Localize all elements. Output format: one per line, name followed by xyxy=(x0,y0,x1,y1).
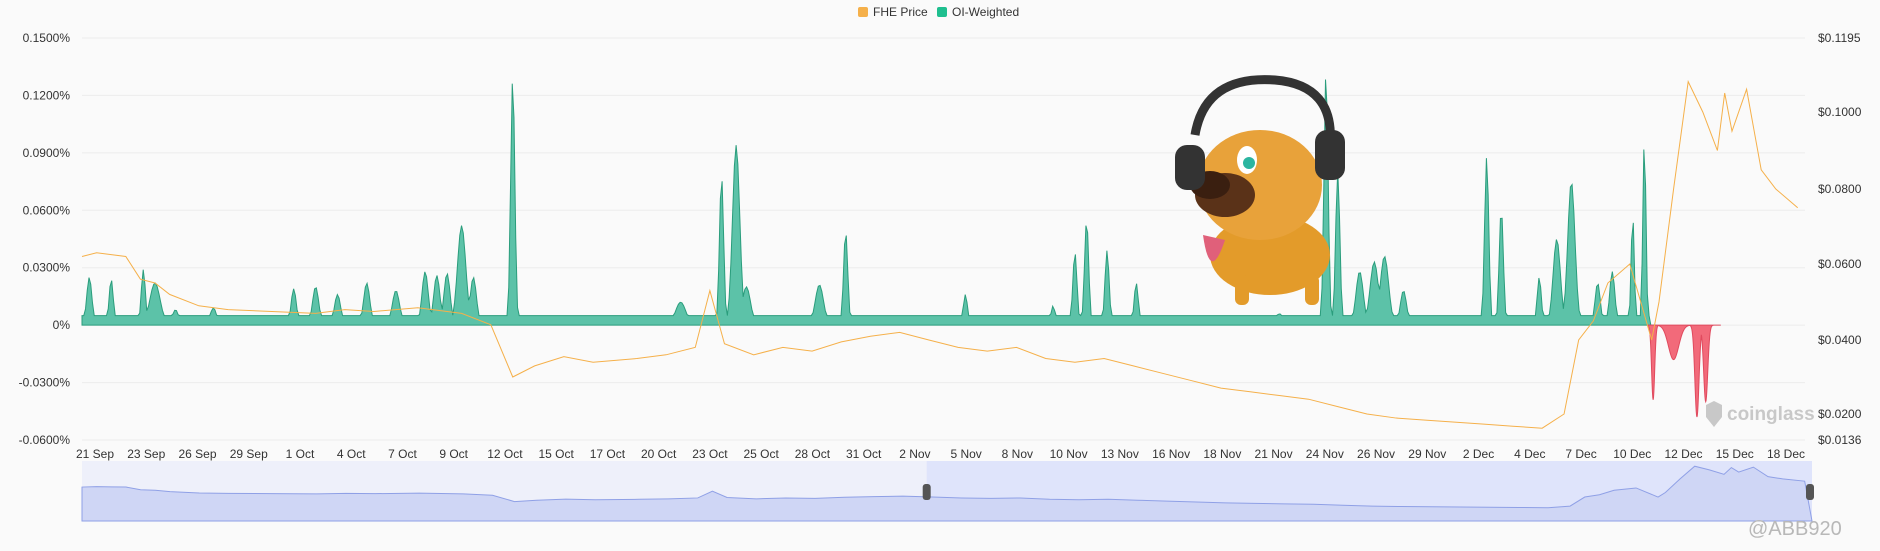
x-tick-label: 7 Dec xyxy=(1565,447,1596,461)
y-right-tick-label: $0.0200 xyxy=(1818,407,1862,421)
x-tick-label: 4 Oct xyxy=(337,447,366,461)
dog-pupil xyxy=(1243,157,1255,169)
y-left-tick-label: 0.0600% xyxy=(23,203,71,217)
y-right-tick-label: $0.0800 xyxy=(1818,182,1862,196)
y-right-tick-label: $0.1000 xyxy=(1818,105,1862,119)
y-left-tick-label: -0.0600% xyxy=(19,433,71,447)
legend-swatch xyxy=(858,7,868,17)
coinglass-logo-icon xyxy=(1706,401,1722,427)
y-left-tick-label: 0% xyxy=(53,318,71,332)
x-tick-label: 23 Oct xyxy=(692,447,728,461)
x-tick-label: 2 Nov xyxy=(899,447,930,461)
y-left-tick-label: -0.0300% xyxy=(19,376,71,390)
y-right-tick-label: $0.0400 xyxy=(1818,333,1862,347)
x-tick-label: 18 Nov xyxy=(1203,447,1241,461)
navigator-handle xyxy=(922,484,931,500)
x-tick-label: 15 Dec xyxy=(1716,447,1754,461)
x-tick-label: 8 Nov xyxy=(1002,447,1033,461)
x-tick-label: 29 Nov xyxy=(1408,447,1446,461)
x-tick-label: 21 Nov xyxy=(1255,447,1293,461)
headphone-left-icon xyxy=(1175,145,1205,190)
x-tick-label: 23 Sep xyxy=(127,447,165,461)
x-tick-label: 10 Nov xyxy=(1050,447,1088,461)
dog-mascot-illustration xyxy=(1175,75,1345,305)
x-tick-label: 7 Oct xyxy=(388,447,417,461)
x-tick-label: 17 Oct xyxy=(590,447,626,461)
fhe-price-line xyxy=(81,79,1799,429)
coinglass-watermark: coinglass xyxy=(1727,404,1815,425)
x-tick-label: 24 Nov xyxy=(1306,447,1344,461)
navigator-handle xyxy=(1806,484,1814,500)
y-right-tick-label: $0.1195 xyxy=(1818,31,1861,45)
x-tick-label: 28 Oct xyxy=(795,447,831,461)
y-left-tick-label: 0.0300% xyxy=(23,261,71,275)
oi-weighted-area-negative xyxy=(1646,324,1721,418)
x-tick-label: 12 Oct xyxy=(487,447,523,461)
x-tick-label: 10 Dec xyxy=(1613,447,1651,461)
headphone-band xyxy=(1190,75,1335,146)
navigator-series xyxy=(81,465,1813,522)
y-right-tick-label: $0.0136 xyxy=(1818,433,1862,447)
x-tick-label: 26 Nov xyxy=(1357,447,1395,461)
x-tick-label: 2 Dec xyxy=(1463,447,1494,461)
x-tick-label: 26 Sep xyxy=(178,447,216,461)
y-left-tick-label: 0.1200% xyxy=(23,88,71,102)
oi-weighted-area-positive xyxy=(81,79,1657,326)
x-tick-label: 9 Oct xyxy=(439,447,468,461)
x-tick-label: 13 Nov xyxy=(1101,447,1139,461)
x-tick-label: 25 Oct xyxy=(743,447,779,461)
x-tick-label: 4 Dec xyxy=(1514,447,1545,461)
legend-entry: OI-Weighted xyxy=(952,5,1019,19)
legend-entry: FHE Price xyxy=(873,5,928,19)
y-left-tick-label: 0.0900% xyxy=(23,146,71,160)
y-left-tick-label: 0.1500% xyxy=(23,31,71,45)
x-tick-label: 29 Sep xyxy=(230,447,268,461)
x-tick-label: 12 Dec xyxy=(1664,447,1702,461)
dog-leg xyxy=(1235,275,1249,305)
x-tick-label: 15 Oct xyxy=(539,447,575,461)
x-tick-label: 16 Nov xyxy=(1152,447,1190,461)
y-right-tick-label: $0.0600 xyxy=(1818,257,1862,271)
dog-leg xyxy=(1305,275,1319,305)
x-tick-label: 18 Dec xyxy=(1767,447,1805,461)
legend-swatch xyxy=(937,7,947,17)
dog-tongue xyxy=(1203,235,1225,262)
headphone-right-icon xyxy=(1315,130,1345,180)
author-handle-watermark: @ABB920 xyxy=(1748,518,1842,540)
x-tick-label: 31 Oct xyxy=(846,447,882,461)
x-tick-label: 21 Sep xyxy=(76,447,114,461)
x-tick-label: 1 Oct xyxy=(286,447,315,461)
x-tick-label: 5 Nov xyxy=(950,447,981,461)
x-tick-label: 20 Oct xyxy=(641,447,677,461)
